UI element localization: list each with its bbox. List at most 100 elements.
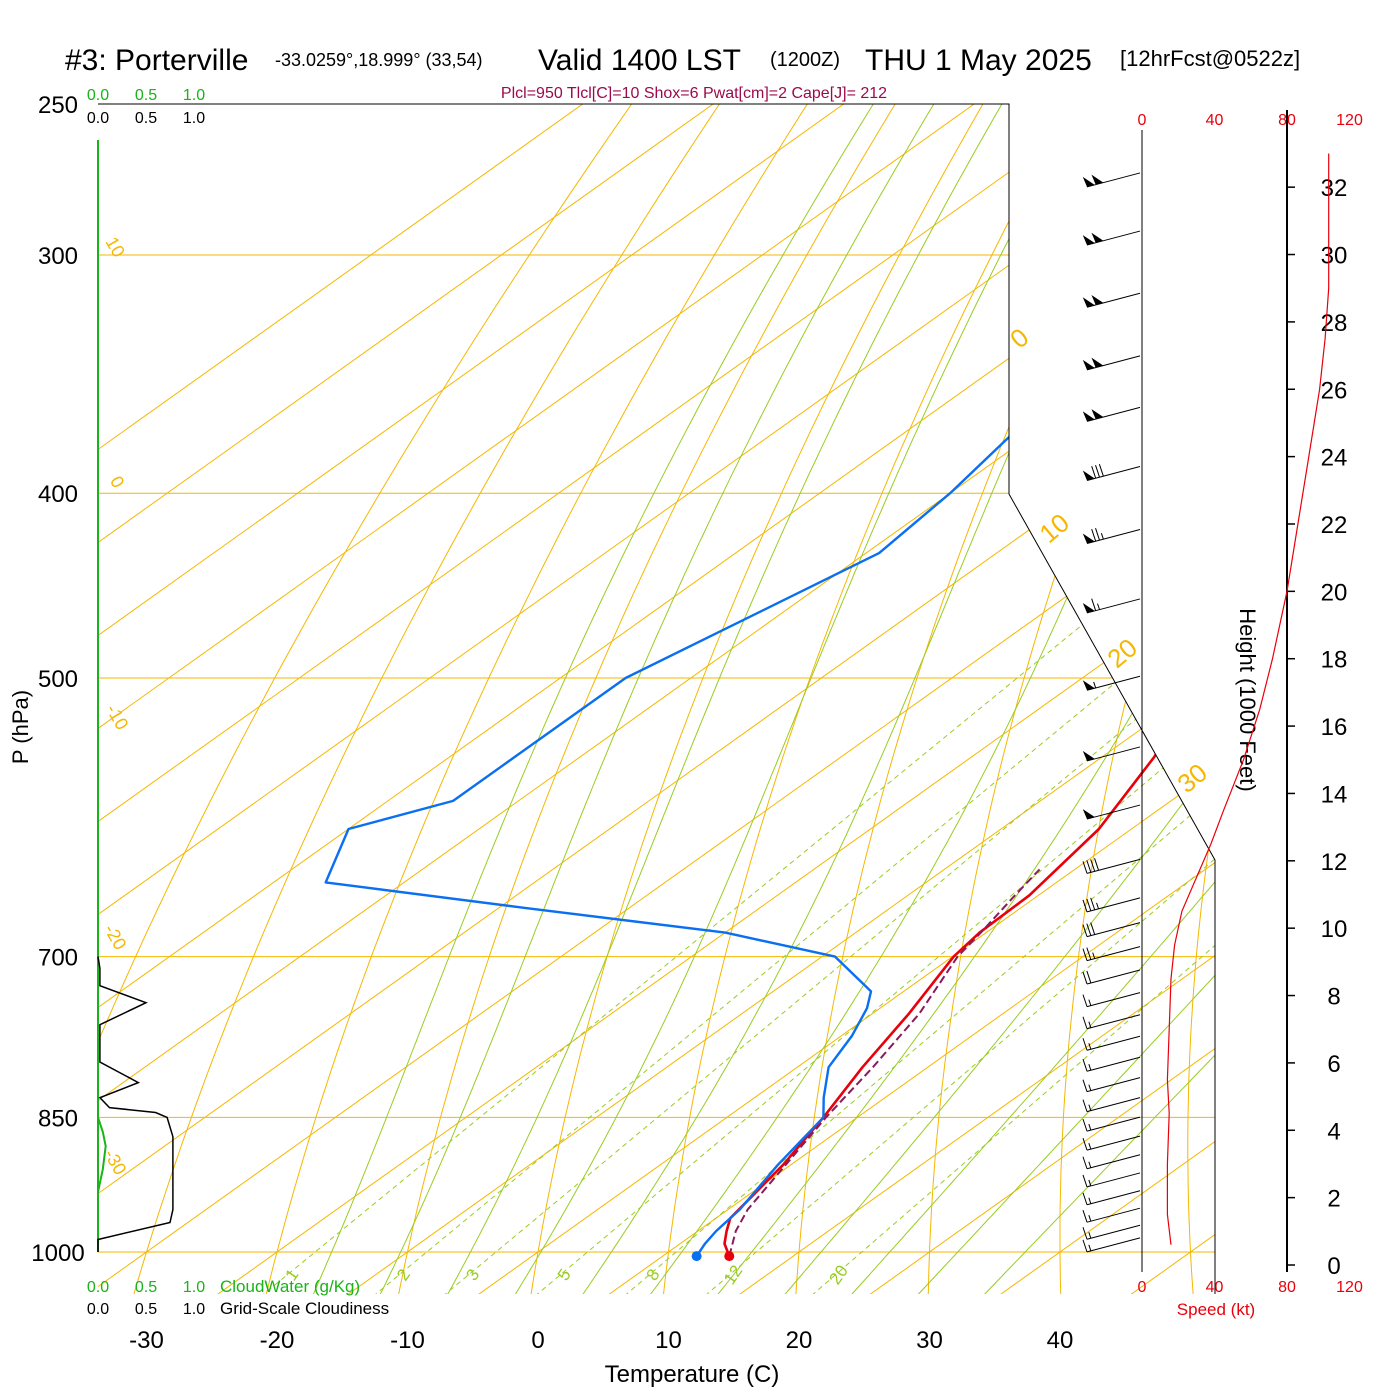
wind-barb-pennant: [1091, 357, 1104, 368]
wind-barb-pennant: [1082, 750, 1095, 761]
surface-temperature-marker: [724, 1251, 735, 1262]
wind-barb: [1082, 1116, 1141, 1132]
wind-barb: [1082, 463, 1141, 481]
temperature-tick-label: 10: [655, 1327, 682, 1354]
height-axis-label: Height (1000 Feet): [1235, 608, 1260, 791]
temperature-axis-label: Temperature (C): [605, 1361, 780, 1388]
cloudiness-line: [97, 956, 174, 1252]
wind-barb-half-flag: [1088, 1064, 1092, 1071]
height-tick-label: 18: [1321, 647, 1348, 674]
wind-barb: [1082, 992, 1141, 1008]
dry-adiabat-line: [927, 104, 1215, 1294]
wind-barb-half-flag: [1088, 1215, 1092, 1222]
isotherm-line: [687, 104, 1215, 1294]
pressure-tick-label: 250: [38, 92, 78, 119]
wind-barb-staff: [1086, 992, 1141, 1008]
wind-barb-staff: [1086, 1135, 1141, 1151]
wind-barb: [1082, 1135, 1141, 1151]
wind-barb-half-flag: [1088, 1021, 1092, 1028]
surface-dewpoint-marker: [691, 1251, 702, 1262]
wind-barb-flag: [1090, 897, 1096, 911]
wind-barb-flag: [1086, 970, 1092, 984]
height-tick-label: 12: [1321, 849, 1348, 876]
wind-barb-pennant: [1091, 232, 1104, 243]
wind-barb-flag: [1095, 465, 1101, 478]
cloudwater-tick-top: 0.5: [135, 87, 157, 104]
wind-barb-flag: [1091, 529, 1097, 542]
wind-barb: [1082, 1154, 1141, 1170]
wind-barb-pennant: [1091, 409, 1104, 420]
wind-barb-half-flag: [1092, 952, 1096, 959]
wind-barb: [1082, 1077, 1141, 1093]
moist-adiabat-line: [622, 104, 1215, 1294]
wind-barb-pennant: [1091, 174, 1104, 185]
wind-barb-staff: [1086, 598, 1141, 614]
isotherm-line: [818, 104, 1215, 1294]
isotherm-line: [557, 104, 1215, 1294]
wind-barb-half-flag: [1088, 1104, 1092, 1111]
pressure-tick-label: 850: [38, 1105, 78, 1132]
cloudwater-label: CloudWater (g/Kg): [220, 1277, 360, 1296]
wind-barb-flag: [1091, 466, 1097, 479]
dry-adiabat-label: 20: [1101, 632, 1142, 674]
wind-barb-staff: [1086, 1077, 1141, 1093]
wind-barb-pennant: [1082, 176, 1095, 187]
wind-barb-staff: [1086, 1056, 1141, 1072]
valid-date: THU 1 May 2025: [865, 44, 1092, 77]
wind-barb-staff: [1086, 858, 1141, 874]
wind-barb-half-flag: [1093, 681, 1097, 689]
wind-barb-pennant: [1082, 235, 1095, 246]
pressure-tick-label: 1000: [31, 1240, 84, 1267]
wind-barb-flag: [1090, 859, 1096, 872]
wind-barb-pennant: [1082, 470, 1095, 481]
wind-barb-staff: [1086, 1237, 1141, 1253]
wind-barb-flag: [1086, 923, 1092, 936]
isotherm-line: [98, 104, 1202, 1294]
dry-adiabat-line: [659, 104, 1110, 1294]
temperature-tick-label: -10: [390, 1327, 425, 1354]
wind-barb-staff: [1086, 746, 1141, 762]
wind-barb-flag: [1082, 1192, 1088, 1205]
wind-barb-staff: [1086, 1190, 1141, 1206]
pressure-tick-label: 700: [38, 945, 78, 972]
wind-barb-half-flag: [1096, 902, 1100, 910]
height-tick-label: 20: [1321, 579, 1348, 606]
cloudiness-label: Grid-Scale Cloudiness: [220, 1299, 389, 1318]
wind-barb-staff: [1086, 897, 1141, 913]
wind-barb-flag: [1086, 898, 1092, 912]
wind-barb-staff: [1086, 922, 1141, 938]
mixing-ratio-label: 5: [554, 1266, 575, 1285]
wind-barb-half-flag: [1088, 1161, 1092, 1168]
wind-barb-pennant: [1082, 680, 1095, 691]
moist-adiabat-line: [753, 104, 1215, 1294]
wind-barb-flag: [1082, 924, 1088, 937]
wind-barb: [1082, 1224, 1141, 1240]
wind-barb-staff: [1086, 1097, 1141, 1113]
temperature-tick-label: -30: [129, 1327, 164, 1354]
wind-barb-pennant: [1091, 294, 1104, 305]
wind-barb: [1082, 858, 1141, 874]
wind-barb: [1082, 922, 1141, 938]
height-tick-label: 30: [1321, 243, 1348, 270]
mixing-ratio-line: [330, 492, 1215, 1294]
parcel-line: [728, 868, 1041, 1257]
wind-barb-flag: [1082, 1099, 1088, 1112]
wind-barb: [1082, 598, 1141, 614]
height-tick-label: 16: [1321, 714, 1348, 741]
wind-barb: [1082, 946, 1141, 962]
wind-barb-flag: [1094, 858, 1100, 871]
wind-barb-pennant: [1082, 533, 1095, 544]
wind-barb: [1082, 897, 1141, 913]
speed-tick-bottom: 80: [1278, 1279, 1296, 1296]
wind-barb-flag: [1082, 1137, 1088, 1151]
speed-axis-label: Speed (kt): [1177, 1300, 1255, 1319]
sounding-params: Plcl=950 Tlcl[C]=10 Shox=6 Pwat[cm]=2 Ca…: [501, 85, 887, 102]
temperature-tick-label: 0: [531, 1327, 544, 1354]
valid-time: Valid 1400 LST: [538, 44, 741, 77]
isotherm-label: 0: [106, 473, 128, 492]
height-tick-label: 22: [1321, 512, 1348, 539]
wind-barb-staff: [1086, 355, 1141, 371]
speed-tick-top: 80: [1278, 112, 1296, 129]
height-tick-label: 24: [1321, 445, 1348, 472]
